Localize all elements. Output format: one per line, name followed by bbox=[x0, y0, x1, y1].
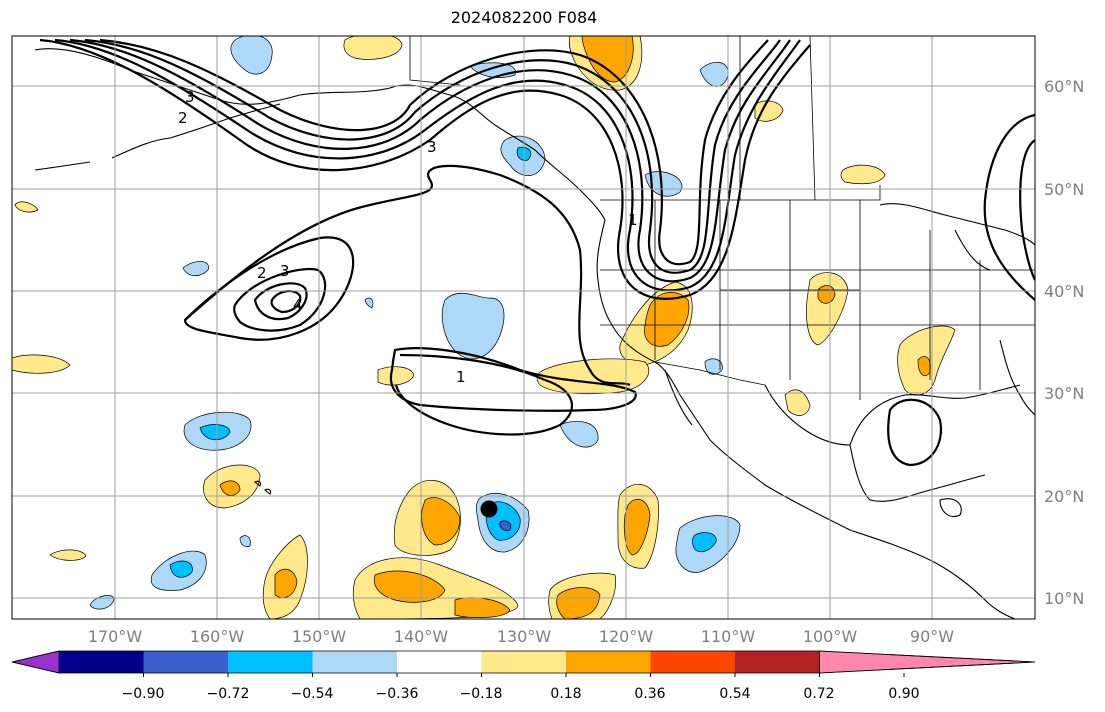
contour-label: 3 bbox=[280, 262, 290, 280]
lon-label: 100°W bbox=[803, 627, 858, 646]
contour-label: 3 bbox=[185, 88, 195, 106]
lat-label: 40°N bbox=[1044, 282, 1084, 301]
colorbar-tick-label: −0.18 bbox=[460, 686, 503, 702]
gridlines bbox=[12, 36, 1035, 619]
colorbar-tick-label: 0.72 bbox=[803, 686, 834, 702]
colorbar-segment bbox=[59, 651, 144, 673]
lat-label: 10°N bbox=[1044, 589, 1084, 608]
colorbar-tick-label: −0.54 bbox=[291, 686, 334, 702]
colorbar-tick-label: −0.36 bbox=[376, 686, 419, 702]
lon-label: 160°W bbox=[190, 627, 245, 646]
map-title: 2024082200 F084 bbox=[450, 8, 598, 27]
colorbar-tick-label: −0.72 bbox=[207, 686, 250, 702]
contour-label: 2 bbox=[257, 264, 267, 282]
lon-label: 130°W bbox=[497, 627, 552, 646]
contour-label: 1 bbox=[628, 211, 638, 229]
colorbar-tick-label: 0.18 bbox=[550, 686, 581, 702]
lon-label: 150°W bbox=[292, 627, 347, 646]
contour-label: 3 bbox=[427, 138, 437, 156]
colorbar-segment bbox=[143, 651, 228, 673]
colorbar-tick-label: 0.36 bbox=[634, 686, 665, 702]
lat-label: 30°N bbox=[1044, 384, 1084, 403]
shaded-fields bbox=[12, 36, 956, 619]
lon-label: 120°W bbox=[599, 627, 654, 646]
lat-label: 50°N bbox=[1044, 180, 1084, 199]
colorbar-tick-labels: −0.90 −0.72 −0.54 −0.36 −0.18 0.18 0.36 … bbox=[122, 686, 920, 702]
storm-position-marker[interactable] bbox=[480, 500, 498, 518]
colorbar-extend-high bbox=[819, 650, 1036, 674]
lon-label: 170°W bbox=[88, 627, 143, 646]
colorbar-frame bbox=[11, 650, 1036, 674]
lat-label: 60°N bbox=[1044, 77, 1084, 96]
colorbar-extend-low bbox=[11, 650, 60, 674]
colorbar-segment bbox=[735, 651, 820, 673]
lat-label: 20°N bbox=[1044, 487, 1084, 506]
colorbar-tick-label: 0.54 bbox=[719, 686, 750, 702]
colorbar-segment bbox=[481, 651, 566, 673]
lon-label: 90°W bbox=[910, 627, 954, 646]
lon-label: 140°W bbox=[394, 627, 449, 646]
colorbar-tick-label: 0.90 bbox=[888, 686, 919, 702]
contour-label: 2 bbox=[178, 109, 188, 127]
longitude-labels: 170°W 160°W 150°W 140°W 130°W 120°W 110°… bbox=[88, 627, 954, 646]
contour-label: 4 bbox=[293, 296, 303, 314]
latitude-labels: 60°N 50°N 40°N 30°N 20°N 10°N bbox=[1044, 77, 1084, 608]
lon-label: 110°W bbox=[701, 627, 756, 646]
colorbar-tick-label: −0.90 bbox=[122, 686, 165, 702]
colorbar-segment bbox=[228, 651, 313, 673]
plot-frame bbox=[11, 35, 1036, 620]
colorbar-segment bbox=[650, 651, 735, 673]
colorbar-segment bbox=[397, 651, 482, 673]
borders bbox=[409, 36, 1035, 400]
contour-lines bbox=[39, 38, 1035, 467]
colorbar-segment bbox=[312, 651, 397, 673]
colorbar-segment bbox=[566, 651, 651, 673]
colorbar bbox=[11, 650, 1036, 677]
contour-label-group: 3 2 3 4 2 3 1 1 bbox=[178, 88, 638, 386]
contour-label: 1 bbox=[456, 368, 466, 386]
